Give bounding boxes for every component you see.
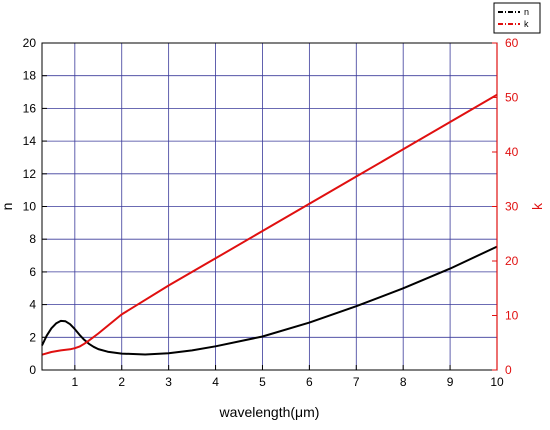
y-left-tick-label: 6	[29, 265, 36, 279]
y-left-tick-label: 8	[29, 232, 36, 246]
legend-box	[493, 2, 541, 34]
legend: nk	[493, 2, 541, 34]
x-tick-label: 7	[353, 375, 360, 389]
y-right-tick-label: 40	[505, 145, 519, 159]
x-tick-label: 10	[490, 375, 504, 389]
x-tick-label: 4	[212, 375, 219, 389]
y-left-tick-label: 14	[23, 134, 37, 148]
y-right-tick-label: 10	[505, 309, 519, 323]
y-left-tick-label: 12	[23, 167, 37, 181]
x-tick-label: 3	[165, 375, 172, 389]
y-right-tick-label: 20	[505, 254, 519, 268]
x-tick-label: 6	[306, 375, 313, 389]
x-tick-label: 1	[71, 375, 78, 389]
y-right-axis-label: k	[529, 202, 545, 210]
y-right-tick-label: 30	[505, 200, 519, 214]
y-left-tick-label: 10	[23, 200, 37, 214]
grid	[42, 43, 497, 370]
y-left-tick-label: 20	[23, 36, 37, 50]
ticks: 1 2 3 4 5 6 7 8 9 1002468101214161820010203040506…	[23, 36, 519, 389]
x-tick-label: 5	[259, 375, 266, 389]
x-tick-label: 9	[447, 375, 454, 389]
y-left-tick-label: 0	[29, 363, 36, 377]
y-left-axis-label: n	[0, 203, 15, 211]
y-left-tick-label: 4	[29, 298, 36, 312]
x-tick-label: 8	[400, 375, 407, 389]
y-right-tick-label: 0	[505, 363, 512, 377]
y-left-tick-label: 18	[23, 69, 37, 83]
series-line-n	[41, 245, 498, 356]
y-left-tick-label: 2	[29, 330, 36, 344]
x-axis-label: wavelength(μm)	[219, 404, 320, 420]
y-left-tick-label: 16	[23, 101, 37, 115]
legend-label-n: n	[524, 7, 529, 17]
y-right-tick-label: 60	[505, 36, 519, 50]
legend-label-k: k	[524, 19, 529, 29]
series-line-k	[41, 93, 498, 356]
series-layer	[41, 93, 498, 356]
x-tick-label: 2	[118, 375, 125, 389]
y-right-tick-label: 50	[505, 91, 519, 105]
